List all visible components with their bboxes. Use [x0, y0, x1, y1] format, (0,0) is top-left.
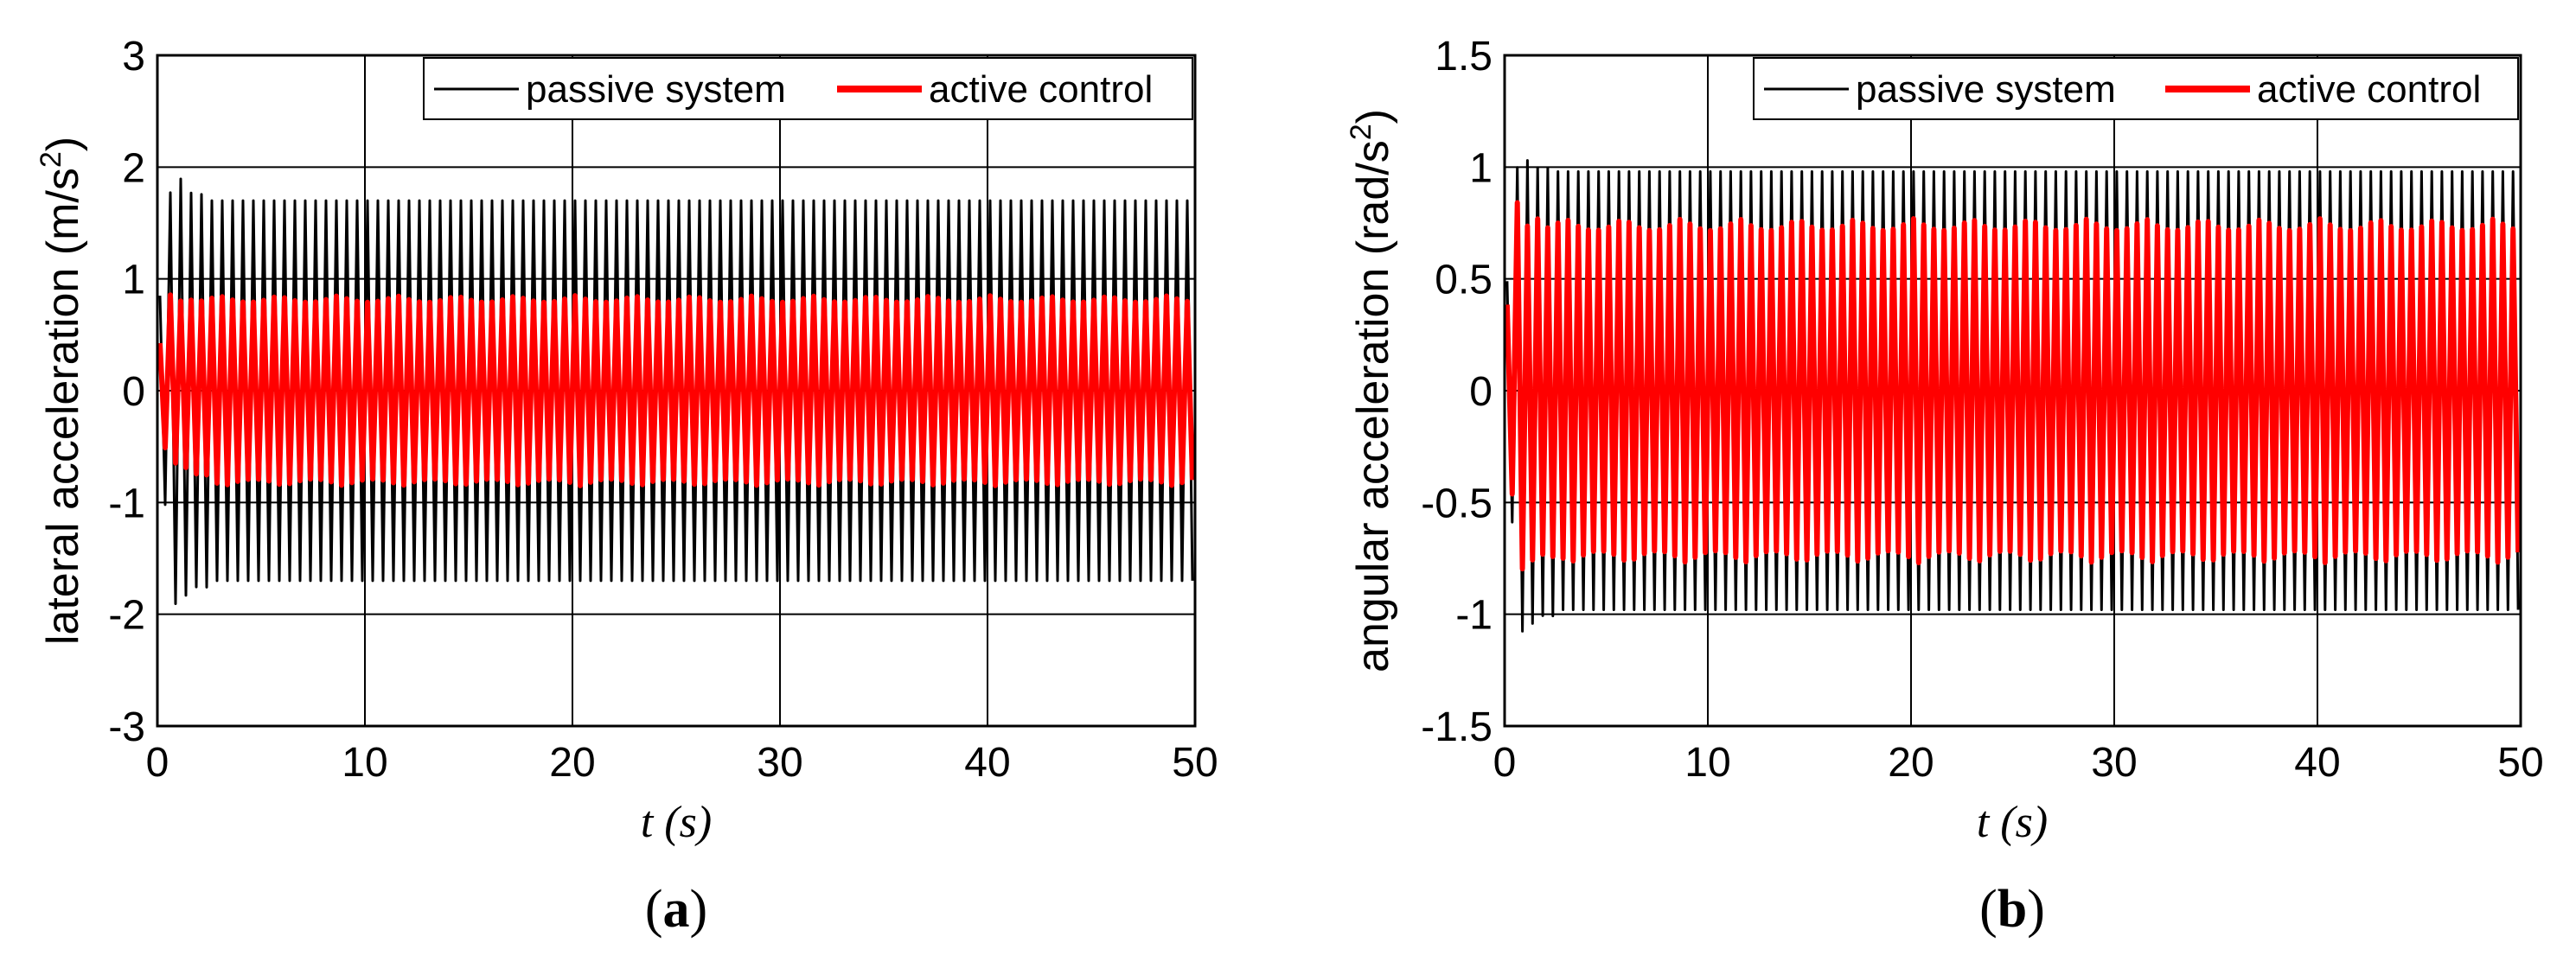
x-tick-label: 20	[1888, 740, 1934, 786]
series-a	[157, 177, 1195, 605]
legend-active-label-b: active control	[2257, 68, 2481, 111]
y-tick-label: -2	[108, 593, 145, 639]
y-tick-label: -0.5	[1421, 481, 1493, 526]
y-tick-label: 0.5	[1435, 258, 1493, 303]
x-tick-label: 20	[549, 740, 595, 786]
y-axis-label-b: angular acceleration (rad/s2)	[1345, 109, 1398, 672]
legend-active-label-a: active control	[929, 68, 1153, 111]
series-b	[1504, 159, 2522, 633]
legend-passive-label-a: passive system	[526, 68, 786, 111]
y-tick-label: 1.5	[1435, 34, 1493, 80]
y-tick-label: 1	[1469, 145, 1493, 191]
axes-frame-a	[156, 54, 1197, 728]
x-tick-label: 0	[146, 740, 169, 786]
x-tick-label: 30	[2091, 740, 2137, 786]
x-tick-labels-a: 0 10 20 30 40 50	[146, 740, 1218, 786]
y-tick-label: 0	[1469, 369, 1493, 415]
legend-box-a	[423, 57, 1193, 120]
y-tick-label: -1.5	[1421, 704, 1493, 750]
panel-letter-a: a	[663, 880, 690, 939]
x-tick-label: 10	[1684, 740, 1730, 786]
y-tick-label: -1	[108, 481, 145, 526]
y-tick-label: 2	[122, 145, 145, 191]
panel-letter-b: b	[1998, 880, 2027, 939]
x-tick-label: 40	[2294, 740, 2340, 786]
x-tick-label: 50	[2497, 740, 2543, 786]
y-tick-labels-a: -3 -2 -1 0 1 2 3	[108, 34, 145, 750]
x-tick-label: 0	[1493, 740, 1517, 786]
legend-passive-label-b: passive system	[1856, 68, 2116, 111]
series-line-active	[157, 292, 1195, 488]
y-tick-label: 1	[122, 258, 145, 303]
y-tick-label: 3	[122, 34, 145, 80]
y-tick-label: 0	[122, 369, 145, 415]
legend-box-b	[1753, 57, 2519, 120]
x-tick-label: 40	[964, 740, 1010, 786]
x-axis-label-a: t (s)	[641, 798, 712, 847]
axes-frame-b	[1503, 54, 2522, 728]
x-tick-labels-b: 0 10 20 30 40 50	[1493, 740, 2544, 786]
legend-a: passive system active control	[423, 57, 1193, 120]
x-tick-label: 30	[757, 740, 802, 786]
x-tick-label: 10	[342, 740, 387, 786]
chart-a: -3 -2 -1 0 1 2 3 0 10 20 30 40 50 passive system ac…	[35, 34, 1218, 939]
y-tick-label: -1	[1455, 593, 1493, 639]
chart-b: -1.5 -1 -0.5 0 0.5 1 1.5 0 10 20 30 40 50 passive s…	[1345, 34, 2544, 939]
panel-label-a: (a)	[645, 880, 707, 939]
panel-label-b: (b)	[1979, 880, 2045, 939]
y-tick-label: -3	[108, 704, 145, 750]
y-tick-labels-b: -1.5 -1 -0.5 0 0.5 1 1.5	[1421, 34, 1493, 750]
x-tick-label: 50	[1172, 740, 1218, 786]
x-axis-label-b: t (s)	[1977, 798, 2048, 847]
series-line-active	[1504, 200, 2522, 572]
legend-b: passive system active control	[1753, 57, 2519, 120]
y-axis-label-a: lateral acceleration (m/s2)	[35, 137, 88, 645]
